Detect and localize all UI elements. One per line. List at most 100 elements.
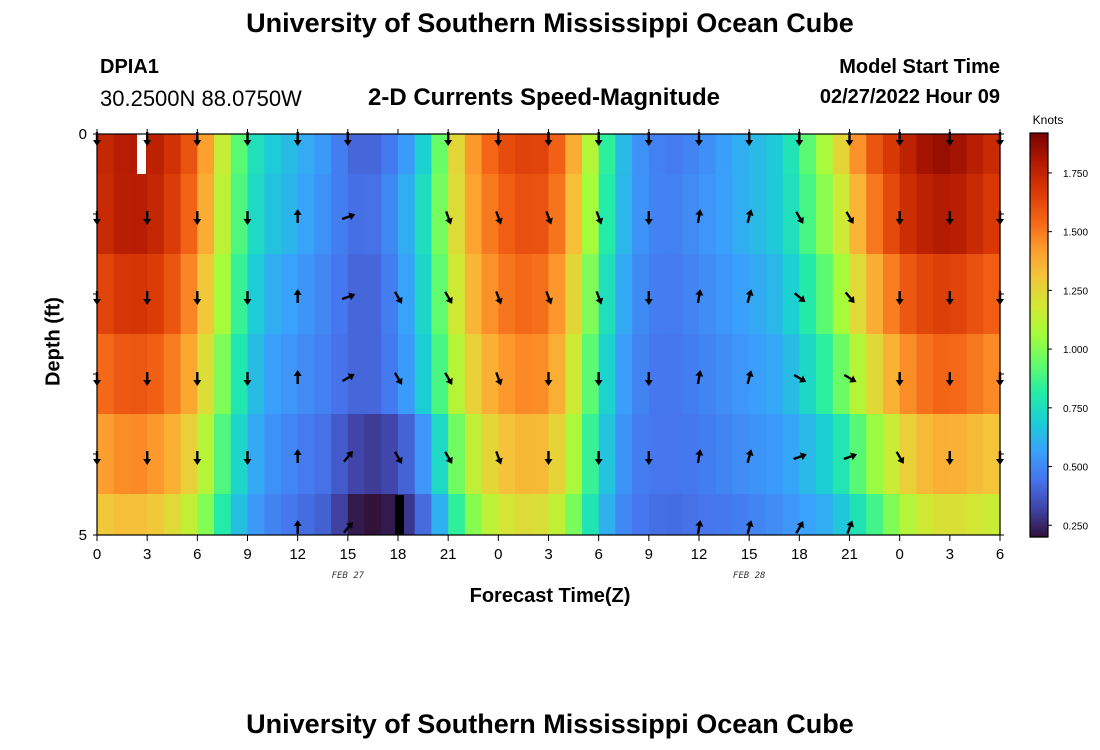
heatmap-cell bbox=[949, 254, 968, 334]
heatmap-cell bbox=[749, 494, 767, 535]
arrow-head bbox=[445, 217, 453, 225]
heatmap-cell bbox=[147, 254, 165, 334]
heatmap-cell bbox=[665, 334, 683, 414]
current-arrow bbox=[545, 210, 553, 225]
colorbar-segment bbox=[1030, 534, 1048, 538]
current-arrow bbox=[793, 292, 806, 303]
heatmap-cell bbox=[581, 494, 600, 535]
heatmap-cell bbox=[364, 334, 382, 414]
heatmap-cell bbox=[264, 254, 282, 334]
heatmap-cell bbox=[565, 174, 583, 254]
colorbar-segment bbox=[1030, 407, 1048, 411]
colorbar-segment bbox=[1030, 157, 1048, 160]
heatmap-cell bbox=[933, 334, 951, 414]
heatmap-cell bbox=[130, 254, 148, 334]
arrow-head bbox=[193, 459, 202, 465]
arrow-head bbox=[594, 380, 603, 386]
colorbar-tick-label: 1.750 bbox=[1063, 169, 1088, 180]
heatmap-cell bbox=[314, 254, 332, 334]
heatmap-cell bbox=[130, 494, 148, 535]
colorbar-segment bbox=[1030, 496, 1048, 500]
heatmap-cell bbox=[899, 174, 917, 254]
colorbar-segment bbox=[1030, 359, 1048, 362]
heatmap-cell bbox=[247, 334, 265, 414]
colorbar-segment bbox=[1030, 316, 1048, 320]
colorbar-segment bbox=[1030, 337, 1048, 340]
colorbar-segment bbox=[1030, 231, 1048, 235]
colorbar-segment bbox=[1030, 266, 1048, 269]
heatmap-cell bbox=[163, 334, 182, 414]
heatmap-cell bbox=[214, 134, 232, 174]
arrow-head bbox=[143, 380, 152, 386]
colorbar-segment bbox=[1030, 375, 1048, 379]
arrow-head bbox=[293, 140, 302, 146]
heatmap-cell bbox=[147, 494, 165, 535]
heatmap-cell bbox=[481, 414, 499, 494]
colorbar-segment bbox=[1030, 460, 1048, 463]
heatmap-cell bbox=[665, 134, 683, 174]
heatmap-cell bbox=[782, 254, 800, 334]
colorbar-segment bbox=[1030, 165, 1048, 168]
colorbar-segment bbox=[1030, 276, 1048, 280]
arrow-head bbox=[695, 140, 703, 146]
current-arrow bbox=[495, 210, 503, 225]
colorbar-segment bbox=[1030, 143, 1048, 146]
current-arrow bbox=[193, 291, 202, 305]
arrow-head bbox=[143, 140, 152, 146]
heatmap-cell bbox=[615, 174, 633, 254]
colorbar-tick-label: 0.500 bbox=[1063, 463, 1088, 474]
heatmap-cell bbox=[214, 494, 232, 535]
arrow-head bbox=[445, 456, 453, 464]
arrow-head bbox=[545, 297, 553, 305]
colorbar-segment bbox=[1030, 292, 1048, 296]
colorbar-segment bbox=[1030, 486, 1048, 490]
colorbar-segment bbox=[1030, 401, 1048, 405]
heatmap-cell bbox=[331, 174, 349, 254]
heatmap-cell bbox=[247, 494, 265, 535]
colorbar-segment bbox=[1030, 169, 1048, 172]
arrow-head bbox=[395, 456, 403, 464]
colorbar-segment bbox=[1030, 429, 1048, 433]
heatmap-cell bbox=[916, 254, 934, 334]
colorbar-tick-label: 1.000 bbox=[1063, 345, 1088, 356]
current-arrow bbox=[745, 520, 754, 535]
heatmap-cell bbox=[381, 334, 399, 414]
colorbar-segment bbox=[1030, 221, 1048, 225]
heatmap-cell bbox=[565, 494, 583, 535]
heatmap-cell bbox=[531, 254, 550, 334]
colorbar-segment bbox=[1030, 242, 1048, 245]
current-arrow bbox=[143, 451, 152, 465]
heatmap-cell bbox=[464, 174, 483, 254]
colorbar-segment bbox=[1030, 189, 1048, 193]
colorbar-segment bbox=[1030, 260, 1048, 263]
heatmap-cell bbox=[882, 254, 901, 334]
heatmap-cell bbox=[364, 254, 382, 334]
colorbar-segment bbox=[1030, 512, 1048, 516]
heatmap-cell bbox=[280, 254, 299, 334]
arrow-head bbox=[293, 289, 302, 295]
colorbar-segment bbox=[1030, 335, 1048, 338]
colorbar-segment bbox=[1030, 306, 1048, 310]
heatmap-cell bbox=[481, 494, 499, 535]
arrow-head bbox=[348, 212, 356, 221]
colorbar-segment bbox=[1030, 484, 1048, 488]
arrow-head bbox=[745, 289, 754, 297]
heatmap-cell bbox=[130, 414, 148, 494]
arrow-head bbox=[544, 380, 553, 386]
current-arrow bbox=[895, 372, 904, 386]
colorbar-segment bbox=[1030, 363, 1048, 366]
colorbar-segment bbox=[1030, 137, 1048, 140]
arrow-head bbox=[143, 459, 152, 465]
colorbar-segment bbox=[1030, 324, 1048, 328]
colorbar-segment bbox=[1030, 528, 1048, 532]
heatmap-cell bbox=[314, 174, 332, 254]
heatmap-cell bbox=[682, 494, 700, 535]
colorbar-segment bbox=[1030, 197, 1048, 201]
heatmap-cell bbox=[498, 134, 516, 174]
heatmap-cell bbox=[381, 174, 399, 254]
arrow-head bbox=[745, 520, 754, 528]
heatmap-cell bbox=[799, 494, 817, 535]
heatmap-cell bbox=[331, 134, 349, 174]
arrow-head bbox=[545, 217, 553, 225]
colorbar-segment bbox=[1030, 351, 1048, 354]
